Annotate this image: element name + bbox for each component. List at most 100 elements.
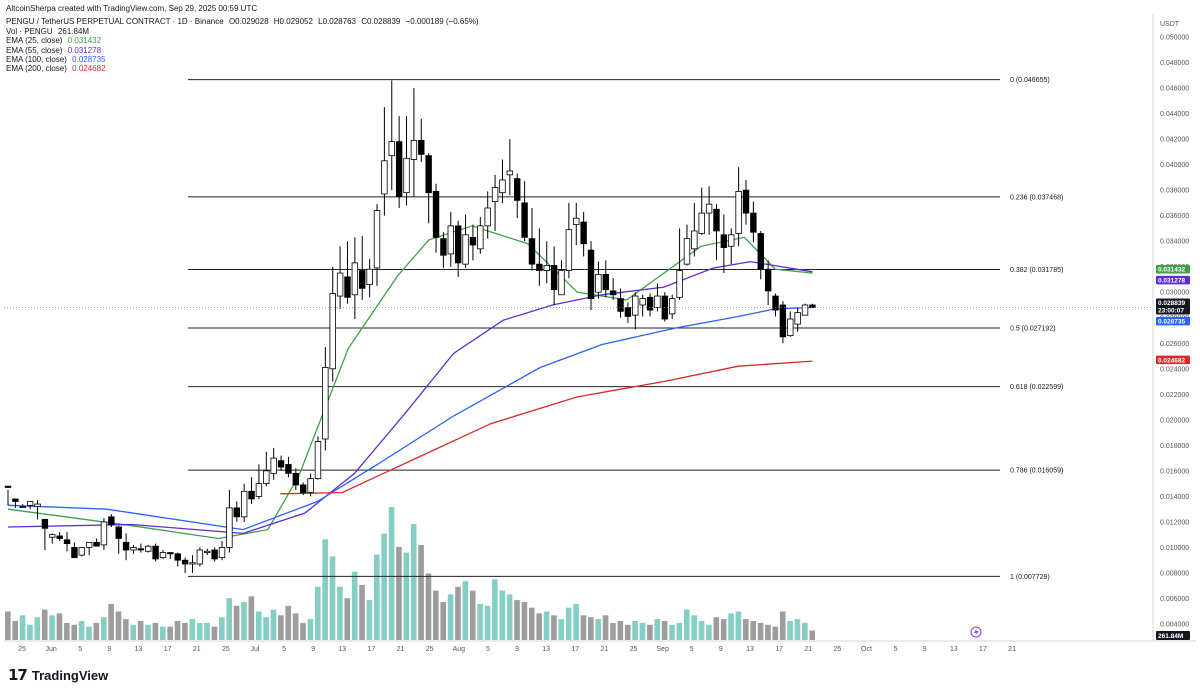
- candle-down: [93, 541, 100, 547]
- date-tick-label: 9: [515, 646, 519, 653]
- candle-down: [211, 549, 218, 560]
- volume-bar: [152, 622, 159, 640]
- date-tick-label: 21: [193, 646, 201, 653]
- date-tick-label: 5: [894, 646, 898, 653]
- volume-bar: [418, 545, 424, 640]
- date-tick-label: Jul: [250, 646, 259, 653]
- candle-down: [248, 490, 255, 500]
- candle-up: [698, 212, 705, 234]
- price-badge-text: 0.028839: [1158, 300, 1185, 307]
- candle-up: [240, 490, 248, 518]
- volume-bar: [123, 619, 129, 640]
- fibonacci-retracement[interactable]: 0 (0.046655) 0.236 (0.037468) 0.382 (0.031…: [188, 77, 1063, 581]
- candle-up: [669, 298, 676, 315]
- date-tick-label: 25: [18, 646, 26, 653]
- price-tick-label: 0.016000: [1160, 468, 1189, 475]
- candle-down: [299, 484, 307, 493]
- candle-up: [85, 541, 93, 548]
- date-tick-label: 9: [923, 646, 927, 653]
- volume-bar: [772, 626, 779, 640]
- candle-down: [580, 221, 587, 245]
- candle-up: [336, 272, 344, 297]
- volume-bar: [174, 621, 181, 640]
- ema100-value: 0.028735: [72, 55, 106, 65]
- volume-bar: [455, 586, 461, 640]
- time-axis[interactable]: 25 Jun 5 9 13 17 21 25 Jul 5 9 13 17 21 25 Aug 5 9 13 17 21 2…: [4, 640, 1196, 653]
- currency-label: USDT: [1160, 21, 1180, 28]
- price-axis[interactable]: USDT 0.050000 0.048000 0.046000 0.044000 0.04…: [1152, 14, 1189, 641]
- candle-down: [646, 296, 654, 311]
- candle-down: [528, 238, 536, 265]
- candle-up: [78, 547, 85, 556]
- volume-legend[interactable]: Vol · PENGU 261.84M: [6, 27, 479, 36]
- candle-down: [418, 139, 425, 155]
- volume-bar: [381, 533, 387, 640]
- volume-bar: [56, 613, 63, 640]
- tradingview-logo-icon: 𝟭𝟳: [8, 667, 28, 684]
- tradingview-wordmark: TradingView: [31, 667, 109, 683]
- fib-level-label: 0.618 (0.022599): [1010, 384, 1063, 391]
- candle-up: [705, 203, 713, 214]
- price-tick-label: 0.036000: [1160, 213, 1189, 220]
- volume-bar: [278, 615, 284, 640]
- candle-down: [359, 270, 366, 289]
- candle-up: [595, 273, 602, 293]
- volume-bar: [329, 556, 336, 640]
- volume-bar: [93, 622, 100, 640]
- ema55-legend[interactable]: EMA (55, close) 0.031278: [6, 46, 479, 55]
- volume-bar: [477, 603, 483, 640]
- volume-bar: [322, 539, 328, 640]
- ema100-line: [7, 306, 813, 531]
- volume-bars: [5, 507, 816, 640]
- price-badge-bg: [1156, 316, 1190, 326]
- candle-up: [100, 521, 108, 546]
- candle-up: [314, 441, 322, 479]
- date-tick-label: 17: [979, 646, 987, 653]
- candle-up: [307, 478, 314, 493]
- price-badge-bg: [1156, 264, 1190, 274]
- volume-bar: [255, 611, 262, 640]
- ema25-legend[interactable]: EMA (25, close) 0.031432: [6, 36, 479, 45]
- volume-bar: [543, 611, 550, 640]
- candle-up: [787, 318, 794, 337]
- volume-bar: [374, 554, 380, 640]
- volume-bar: [683, 609, 690, 640]
- date-tick-label: 9: [719, 646, 723, 653]
- date-tick-label: 21: [804, 646, 812, 653]
- date-tick-label: 21: [1008, 646, 1016, 653]
- volume-bar: [226, 598, 232, 640]
- symbol-name[interactable]: PENGU / TetherUS PERPETUAL CONTRACT · 1D…: [6, 17, 224, 27]
- candle-up: [196, 549, 204, 565]
- volume-bar: [802, 622, 808, 640]
- candle-up: [218, 547, 226, 559]
- candles: [4, 80, 816, 573]
- candle-up: [543, 265, 550, 271]
- ema100-legend[interactable]: EMA (100, close) 0.028735: [6, 55, 479, 64]
- ema200-legend[interactable]: EMA (200, close) 0.024682: [6, 64, 479, 73]
- date-tick-label: 5: [78, 646, 82, 653]
- candle-down: [432, 191, 440, 238]
- date-tick-label: 5: [690, 646, 694, 653]
- volume-bar: [241, 602, 247, 640]
- candle-up: [683, 238, 691, 265]
- volume-bar: [743, 619, 749, 640]
- date-tick-label: 25: [222, 646, 230, 653]
- volume-bar: [19, 615, 26, 640]
- ema200-label: EMA (200, close): [6, 64, 67, 74]
- date-tick-label: 13: [338, 646, 346, 653]
- volume-bar: [610, 622, 616, 640]
- candle-up: [462, 234, 469, 265]
- candle-up: [366, 268, 373, 285]
- date-tick-label: 9: [107, 646, 111, 653]
- candle-down: [587, 249, 595, 299]
- volume-bar: [5, 611, 11, 640]
- price-tick-label: 0.012000: [1160, 519, 1189, 526]
- volume-bar: [292, 613, 299, 640]
- volume-bar: [388, 507, 395, 640]
- candle-down: [764, 268, 772, 292]
- volume-bar: [735, 611, 742, 640]
- volume-bar: [632, 621, 638, 640]
- volume-bar: [196, 622, 203, 640]
- candle-up: [26, 501, 34, 506]
